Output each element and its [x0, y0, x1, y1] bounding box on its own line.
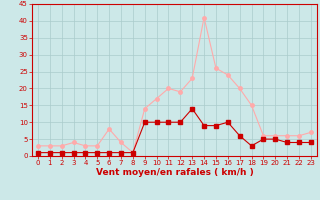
X-axis label: Vent moyen/en rafales ( km/h ): Vent moyen/en rafales ( km/h )	[96, 168, 253, 177]
